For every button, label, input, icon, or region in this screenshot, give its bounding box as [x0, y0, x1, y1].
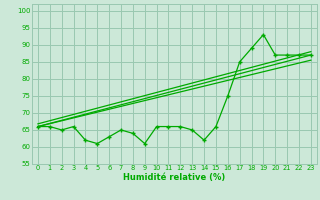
X-axis label: Humidité relative (%): Humidité relative (%): [123, 173, 226, 182]
